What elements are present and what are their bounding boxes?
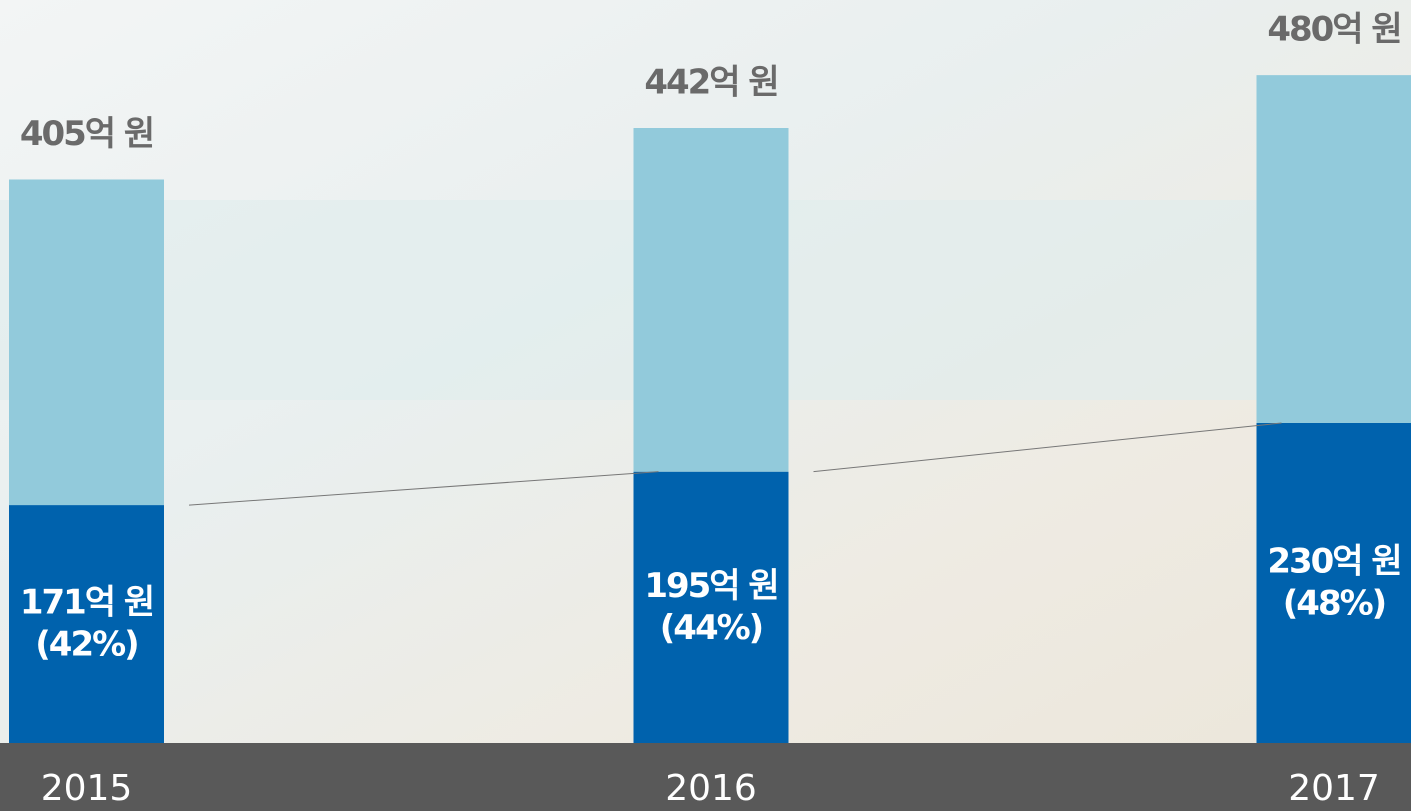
share-label: (44%) (660, 608, 762, 648)
value-label: 230억 원 (1267, 541, 1400, 581)
chart: 405억 원 171억 원(42%) 2015 442억 원 195억 원(44%) 20… (0, 0, 1411, 811)
value-label: 171억 원 (20, 583, 153, 623)
x-tick-label: 2017 (1288, 768, 1380, 809)
total-label: 442억 원 (644, 63, 777, 103)
page: 405억 원 171억 원(42%) 2015 442억 원 195억 원(44%) 20… (0, 0, 1411, 811)
value-label: 195억 원 (644, 566, 777, 606)
bar-segment (634, 128, 789, 472)
total-label: 405억 원 (20, 114, 153, 154)
total-label: 480억 원 (1267, 10, 1400, 50)
x-tick-label: 2016 (665, 768, 757, 809)
share-label: (48%) (1283, 583, 1385, 623)
x-tick-label: 2015 (41, 768, 133, 809)
bar-segment (1257, 75, 1411, 423)
bar-segment (9, 179, 164, 505)
share-label: (42%) (35, 625, 137, 665)
